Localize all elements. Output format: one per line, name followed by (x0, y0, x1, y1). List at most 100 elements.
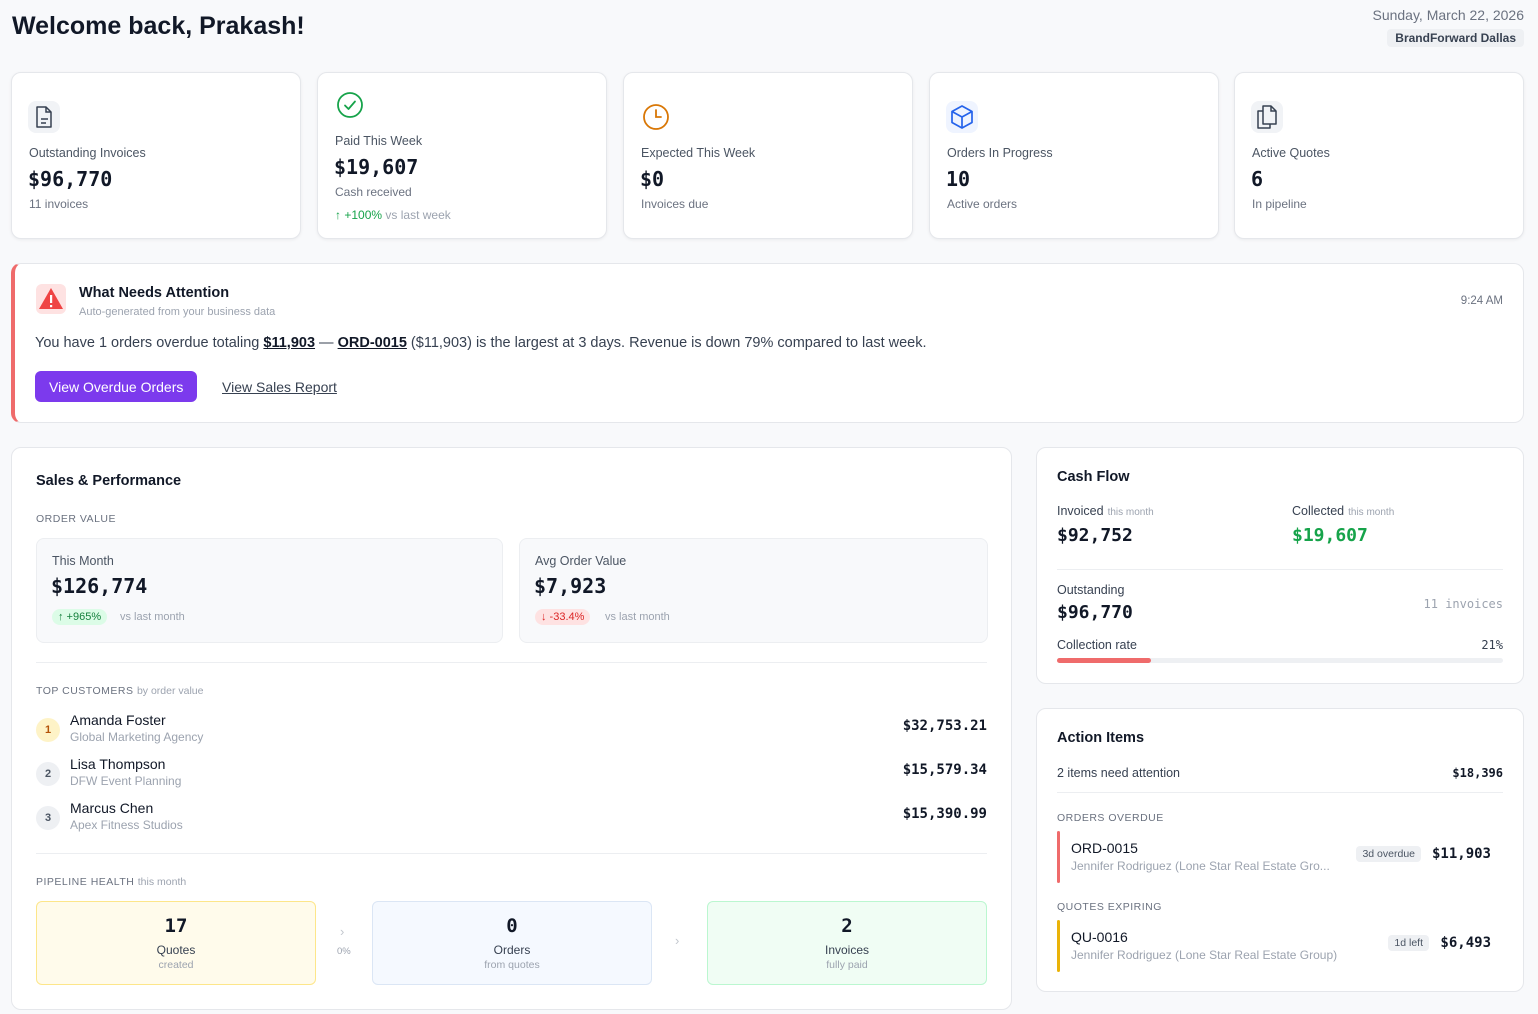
item-amount: $11,903 (1431, 846, 1491, 862)
view-overdue-orders-button[interactable]: View Overdue Orders (35, 371, 198, 402)
kpi-sub: In pipeline (1252, 197, 1307, 211)
panel-title: Action Items (1057, 730, 1145, 746)
message-text: ($11,903) is the largest at 3 days. Reve… (406, 335, 927, 351)
pipeline-orders[interactable]: 0 Orders from quotes (372, 901, 652, 985)
action-summary: 2 items need attention (1057, 766, 1180, 780)
sales-performance-panel: Sales & Performance Order Value This Mon… (11, 447, 1012, 1010)
metric-label: This Month (52, 554, 114, 568)
kpi-label: Outstanding Invoices (29, 146, 146, 160)
item-description: Jennifer Rodriguez (Lone Star Real Estat… (1071, 859, 1330, 873)
vs-text: vs last month (120, 611, 185, 623)
collection-rate-value: 21% (1481, 638, 1503, 652)
divider (1057, 569, 1503, 570)
pipeline-count: 17 (164, 915, 188, 937)
customer-org: DFW Event Planning (70, 774, 182, 788)
box-icon (946, 101, 978, 133)
attention-subtitle: Auto-generated from your business data (79, 306, 276, 318)
copy-icon (1251, 101, 1283, 133)
expiring-quote-item[interactable]: QU-0016 Jennifer Rodriguez (Lone Star Re… (1057, 920, 1503, 972)
kpi-value: $96,770 (28, 167, 113, 191)
company-badge[interactable]: BrandForward Dallas (1387, 29, 1524, 47)
rank-badge: 1 (36, 718, 60, 742)
clock-icon (640, 101, 672, 133)
metric-value: $126,774 (51, 574, 148, 598)
status-badge: 1d left (1388, 935, 1429, 951)
pipeline-label: Orders (493, 943, 531, 957)
customer-org: Apex Fitness Studios (70, 818, 183, 832)
action-total: $18,396 (1452, 766, 1503, 780)
kpi-orders-in-progress[interactable]: Orders In Progress 10 Active orders (929, 72, 1219, 239)
kpi-sub: Active orders (947, 197, 1018, 211)
kpi-row: Outstanding Invoices $96,770 11 invoices… (11, 72, 1524, 239)
outstanding-value: $96,770 (1057, 602, 1133, 623)
change-badge: ↑ +965% (52, 609, 108, 625)
panel-title: Cash Flow (1057, 469, 1130, 485)
section-heading: Top Customers by order value (36, 685, 204, 697)
customer-org: Global Marketing Agency (70, 730, 204, 744)
collection-rate-fill (1057, 658, 1151, 663)
pipeline-sub: from quotes (484, 959, 540, 971)
kpi-value: 10 (946, 167, 971, 191)
kpi-value: $19,607 (334, 155, 419, 179)
kpi-label: Expected This Week (641, 146, 756, 160)
chevron-right-icon: › (675, 933, 680, 948)
item-id: ORD-0015 (1071, 840, 1138, 856)
customer-row[interactable]: 1 Amanda Foster Global Marketing Agency … (36, 712, 987, 748)
page-title: Welcome back, Prakash! (12, 12, 305, 40)
kpi-expected-this-week[interactable]: Expected This Week $0 Invoices due (623, 72, 913, 239)
change-badge: ↓ -33.4% (535, 609, 591, 625)
section-heading: Pipeline Health this month (36, 876, 186, 888)
trend-value: +100% (344, 208, 383, 222)
heading-text: Top Customers (36, 685, 134, 697)
rank-badge: 3 (36, 806, 60, 830)
divider (36, 853, 987, 854)
kpi-label: Orders In Progress (947, 146, 1053, 160)
this-month-card: This Month $126,774 ↑ +965% vs last mont… (36, 538, 503, 643)
heading-qualifier: by order value (136, 685, 204, 697)
document-icon (28, 101, 60, 133)
status-badge: 3d overdue (1356, 846, 1421, 862)
kpi-sub: 11 invoices (29, 197, 89, 211)
view-sales-report-link[interactable]: View Sales Report (222, 379, 337, 395)
kpi-value: $0 (640, 167, 665, 191)
vs-text: vs last month (605, 611, 670, 623)
customer-name: Lisa Thompson (70, 756, 166, 772)
collected-value: $19,607 (1292, 525, 1368, 546)
avg-order-card: Avg Order Value $7,923 ↓ -33.4% vs last … (519, 538, 988, 643)
action-items-panel: Action Items 2 items need attention $18,… (1036, 708, 1524, 992)
overdue-amount-link[interactable]: $11,903 (263, 335, 316, 351)
attention-title: What Needs Attention (79, 285, 230, 301)
order-link[interactable]: ORD-0015 (337, 335, 407, 351)
pipeline-quotes[interactable]: 17 Quotes created (36, 901, 316, 985)
pipeline-count: 0 (506, 915, 518, 937)
message-text: You have 1 orders overdue totaling (35, 335, 264, 351)
current-date: Sunday, March 22, 2026 (1372, 7, 1524, 23)
outstanding-count: 11 invoices (1423, 597, 1503, 611)
item-id: QU-0016 (1071, 929, 1128, 945)
pipeline-invoices[interactable]: 2 Invoices fully paid (707, 901, 987, 985)
pipeline-sub: fully paid (826, 959, 868, 971)
kpi-paid-this-week[interactable]: Paid This Week $19,607 Cash received ↑ +… (317, 72, 607, 239)
collection-rate-bar (1057, 658, 1503, 663)
kpi-outstanding-invoices[interactable]: Outstanding Invoices $96,770 11 invoices (11, 72, 301, 239)
customer-name: Amanda Foster (70, 712, 166, 728)
section-heading: Orders Overdue (1057, 812, 1164, 824)
customer-row[interactable]: 3 Marcus Chen Apex Fitness Studios $15,3… (36, 800, 987, 836)
metric-label: Avg Order Value (535, 554, 627, 568)
label-qualifier: this month (1107, 507, 1154, 518)
kpi-label: Active Quotes (1252, 146, 1330, 160)
message-text: — (315, 335, 338, 351)
pipeline-label: Quotes (156, 943, 196, 957)
conversion-rate: 0% (337, 946, 351, 957)
check-circle-icon (334, 89, 366, 121)
warning-icon (36, 284, 66, 314)
pipeline-sub: created (158, 959, 194, 971)
status-bar (1057, 831, 1060, 883)
collection-rate-label: Collection rate (1057, 638, 1137, 652)
trend-text: vs last week (385, 208, 451, 222)
attention-panel: What Needs Attention Auto-generated from… (11, 263, 1524, 423)
kpi-active-quotes[interactable]: Active Quotes 6 In pipeline (1234, 72, 1524, 239)
overdue-order-item[interactable]: ORD-0015 Jennifer Rodriguez (Lone Star R… (1057, 831, 1503, 883)
customer-row[interactable]: 2 Lisa Thompson DFW Event Planning $15,5… (36, 756, 987, 792)
item-description: Jennifer Rodriguez (Lone Star Real Estat… (1071, 948, 1338, 962)
